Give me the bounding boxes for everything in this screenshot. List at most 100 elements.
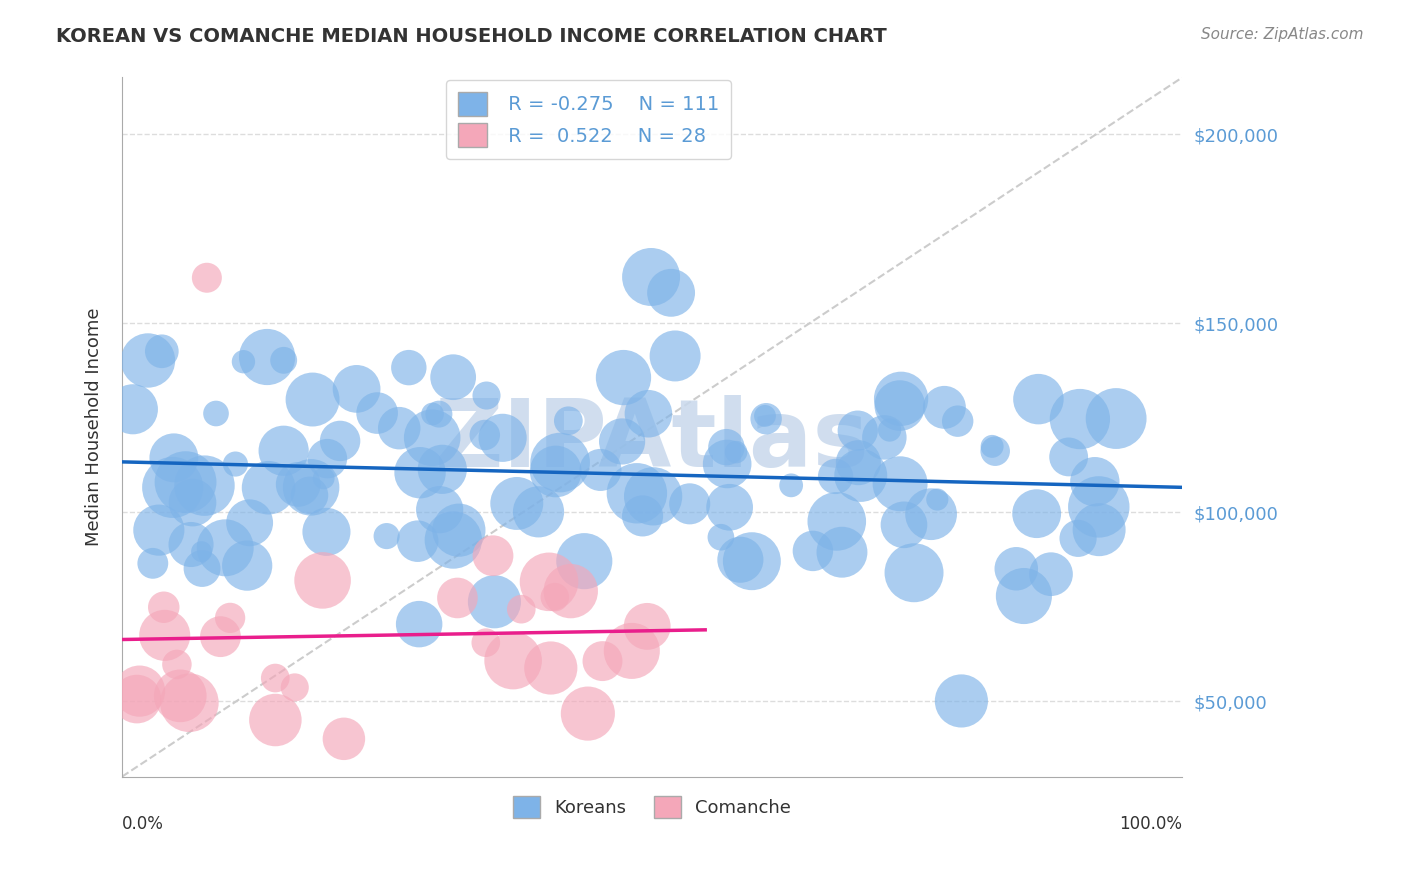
Point xyxy=(195,270,218,285)
Point xyxy=(388,421,411,435)
Text: ZIPAtlas: ZIPAtlas xyxy=(434,395,869,487)
Text: Source: ZipAtlas.com: Source: ZipAtlas.com xyxy=(1201,27,1364,42)
Point xyxy=(1067,532,1090,546)
Point xyxy=(620,644,643,658)
Point xyxy=(920,507,942,521)
Point xyxy=(316,451,339,466)
Point xyxy=(224,457,246,471)
Point xyxy=(659,285,682,300)
Point xyxy=(846,424,869,438)
Point xyxy=(375,529,398,543)
Point xyxy=(273,443,295,458)
Point xyxy=(927,492,949,507)
Point xyxy=(284,681,307,695)
Point xyxy=(273,353,295,368)
Point xyxy=(560,584,582,599)
Point xyxy=(664,349,686,363)
Point xyxy=(889,476,911,491)
Point xyxy=(1069,412,1091,426)
Point xyxy=(1025,507,1047,521)
Point xyxy=(301,392,323,407)
Point xyxy=(831,545,853,559)
Point xyxy=(169,689,191,703)
Point xyxy=(981,439,1004,453)
Point xyxy=(205,407,228,421)
Point xyxy=(643,489,665,503)
Point xyxy=(1105,411,1128,425)
Point xyxy=(398,360,420,375)
Point xyxy=(148,523,170,537)
Point xyxy=(190,544,212,558)
Point xyxy=(679,497,702,511)
Point xyxy=(153,628,176,642)
Point xyxy=(166,657,188,672)
Point xyxy=(825,515,848,529)
Point xyxy=(934,401,956,415)
Point xyxy=(893,517,915,532)
Point xyxy=(950,694,973,708)
Point xyxy=(631,508,654,523)
Point xyxy=(264,671,287,685)
Point xyxy=(125,692,148,706)
Point xyxy=(474,428,496,442)
Point xyxy=(447,523,470,537)
Point xyxy=(592,654,614,668)
Point xyxy=(576,706,599,721)
Point xyxy=(136,353,159,368)
Point xyxy=(716,440,738,454)
Point xyxy=(574,554,596,568)
Point xyxy=(181,495,204,509)
Point xyxy=(315,524,337,539)
Point xyxy=(637,407,659,421)
Point xyxy=(1088,500,1111,514)
Point xyxy=(142,557,165,571)
Point xyxy=(1012,589,1035,603)
Point xyxy=(589,463,612,477)
Point xyxy=(432,462,454,476)
Point xyxy=(174,475,197,490)
Point xyxy=(716,457,738,471)
Point xyxy=(422,407,444,421)
Point xyxy=(329,434,352,448)
Point xyxy=(1005,562,1028,576)
Point xyxy=(409,466,432,480)
Point xyxy=(889,399,911,413)
Point xyxy=(475,388,498,402)
Point xyxy=(879,423,901,437)
Point xyxy=(718,500,741,515)
Point xyxy=(287,477,309,491)
Point xyxy=(527,505,550,519)
Point xyxy=(162,480,184,494)
Point xyxy=(506,496,529,510)
Point xyxy=(180,537,202,551)
Point xyxy=(298,488,321,502)
Point xyxy=(636,619,658,633)
Point xyxy=(257,481,280,495)
Point xyxy=(441,533,464,547)
Point xyxy=(214,541,236,555)
Point xyxy=(1028,392,1050,406)
Point xyxy=(640,270,662,285)
Point xyxy=(491,431,513,445)
Point xyxy=(849,468,872,483)
Point xyxy=(475,636,498,650)
Point xyxy=(548,456,571,470)
Point xyxy=(984,444,1007,458)
Point xyxy=(755,411,778,425)
Point xyxy=(427,407,450,421)
Point xyxy=(441,370,464,384)
Point xyxy=(824,469,846,483)
Point xyxy=(557,414,579,428)
Text: KOREAN VS COMANCHE MEDIAN HOUSEHOLD INCOME CORRELATION CHART: KOREAN VS COMANCHE MEDIAN HOUSEHOLD INCO… xyxy=(56,27,887,45)
Text: 0.0%: 0.0% xyxy=(122,815,165,833)
Point xyxy=(510,602,533,616)
Point xyxy=(446,591,468,605)
Text: 100.0%: 100.0% xyxy=(1119,815,1182,833)
Point xyxy=(128,684,150,698)
Point xyxy=(846,456,869,470)
Point xyxy=(537,574,560,589)
Point xyxy=(219,611,242,625)
Point xyxy=(626,486,648,500)
Point xyxy=(730,552,752,566)
Point xyxy=(890,392,912,406)
